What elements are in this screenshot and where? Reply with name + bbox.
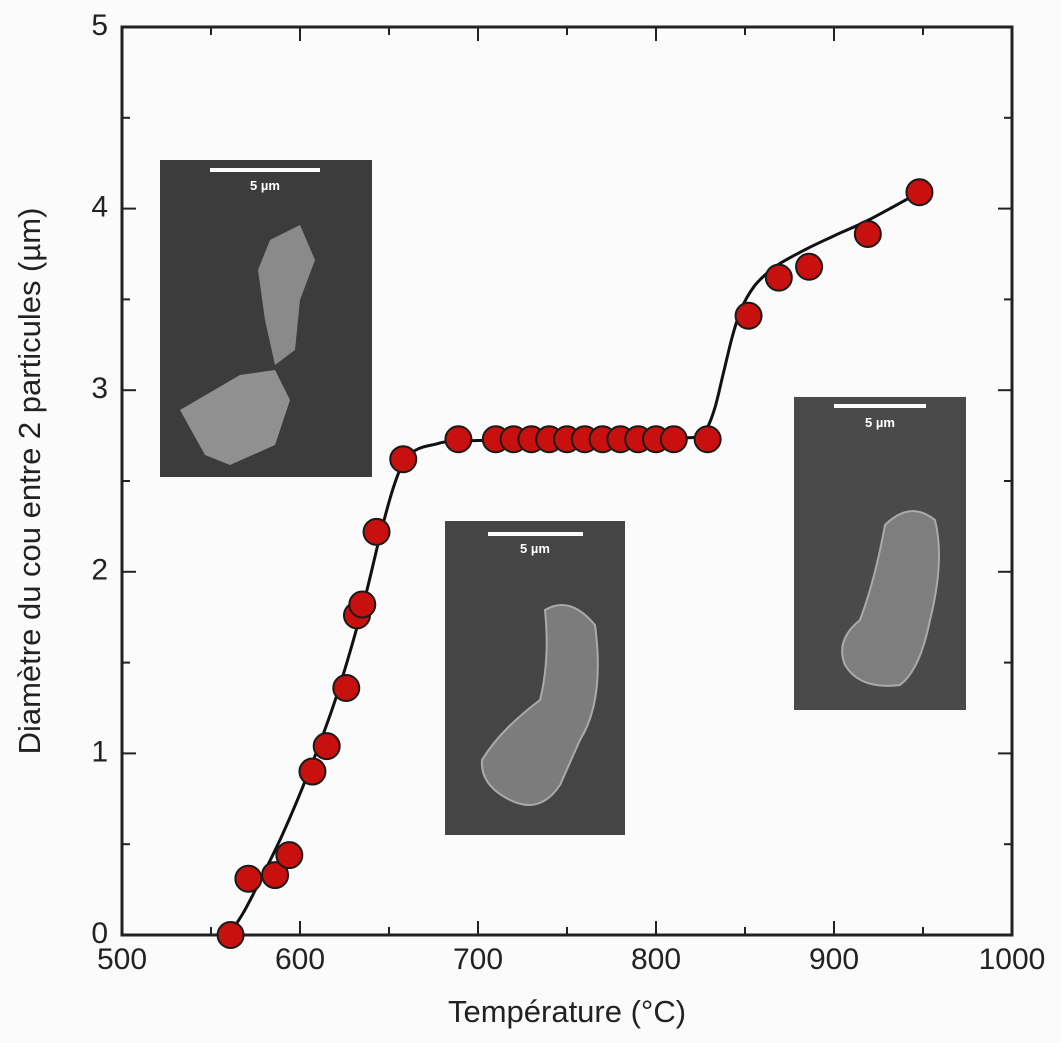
- data-point: [234, 864, 263, 893]
- x-tick-label: 1000: [979, 943, 1046, 976]
- y-tick-label: 3: [91, 372, 108, 405]
- data-point: [298, 757, 327, 786]
- data-point: [389, 445, 418, 474]
- data-point: [764, 263, 793, 292]
- scale-label: 5 µm: [250, 178, 280, 193]
- data-point: [348, 590, 377, 619]
- inset-particle: [180, 370, 290, 465]
- data-point: [261, 861, 290, 890]
- inset-particle: [480, 604, 599, 806]
- sem-inset: 5 µm: [160, 160, 372, 477]
- inset-particle: [258, 225, 315, 365]
- data-point: [659, 425, 688, 454]
- y-tick-label: 0: [91, 917, 108, 950]
- y-tick-label: 5: [91, 9, 108, 42]
- y-tick-label: 2: [91, 554, 108, 587]
- inset-particle: [841, 510, 940, 687]
- x-tick-label: 600: [275, 943, 325, 976]
- data-point: [332, 674, 361, 703]
- data-point: [312, 732, 341, 761]
- scale-label: 5 µm: [520, 541, 550, 556]
- x-tick-label: 700: [453, 943, 503, 976]
- data-point: [216, 921, 245, 949]
- y-tick-label: 4: [91, 191, 108, 224]
- data-point: [362, 517, 391, 546]
- x-tick-label: 900: [809, 943, 859, 976]
- x-tick-label: 800: [631, 943, 681, 976]
- insets: 5 µm 5 µm 5 µm: [160, 160, 966, 835]
- data-point: [795, 252, 824, 281]
- sem-inset: 5 µm: [794, 397, 966, 710]
- data-point: [693, 425, 722, 454]
- data-point: [734, 301, 763, 330]
- y-axis-label: Diamètre du cou entre 2 particules (µm): [12, 208, 47, 755]
- x-tick-label: 500: [97, 943, 147, 976]
- data-point: [444, 425, 473, 454]
- sem-inset: 5 µm: [445, 521, 625, 835]
- data-point: [905, 178, 934, 207]
- y-tick-label: 1: [91, 735, 108, 768]
- data-point: [275, 841, 304, 870]
- scale-label: 5 µm: [865, 415, 895, 430]
- x-axis-label: Température (°C): [448, 994, 686, 1029]
- data-point: [853, 220, 882, 249]
